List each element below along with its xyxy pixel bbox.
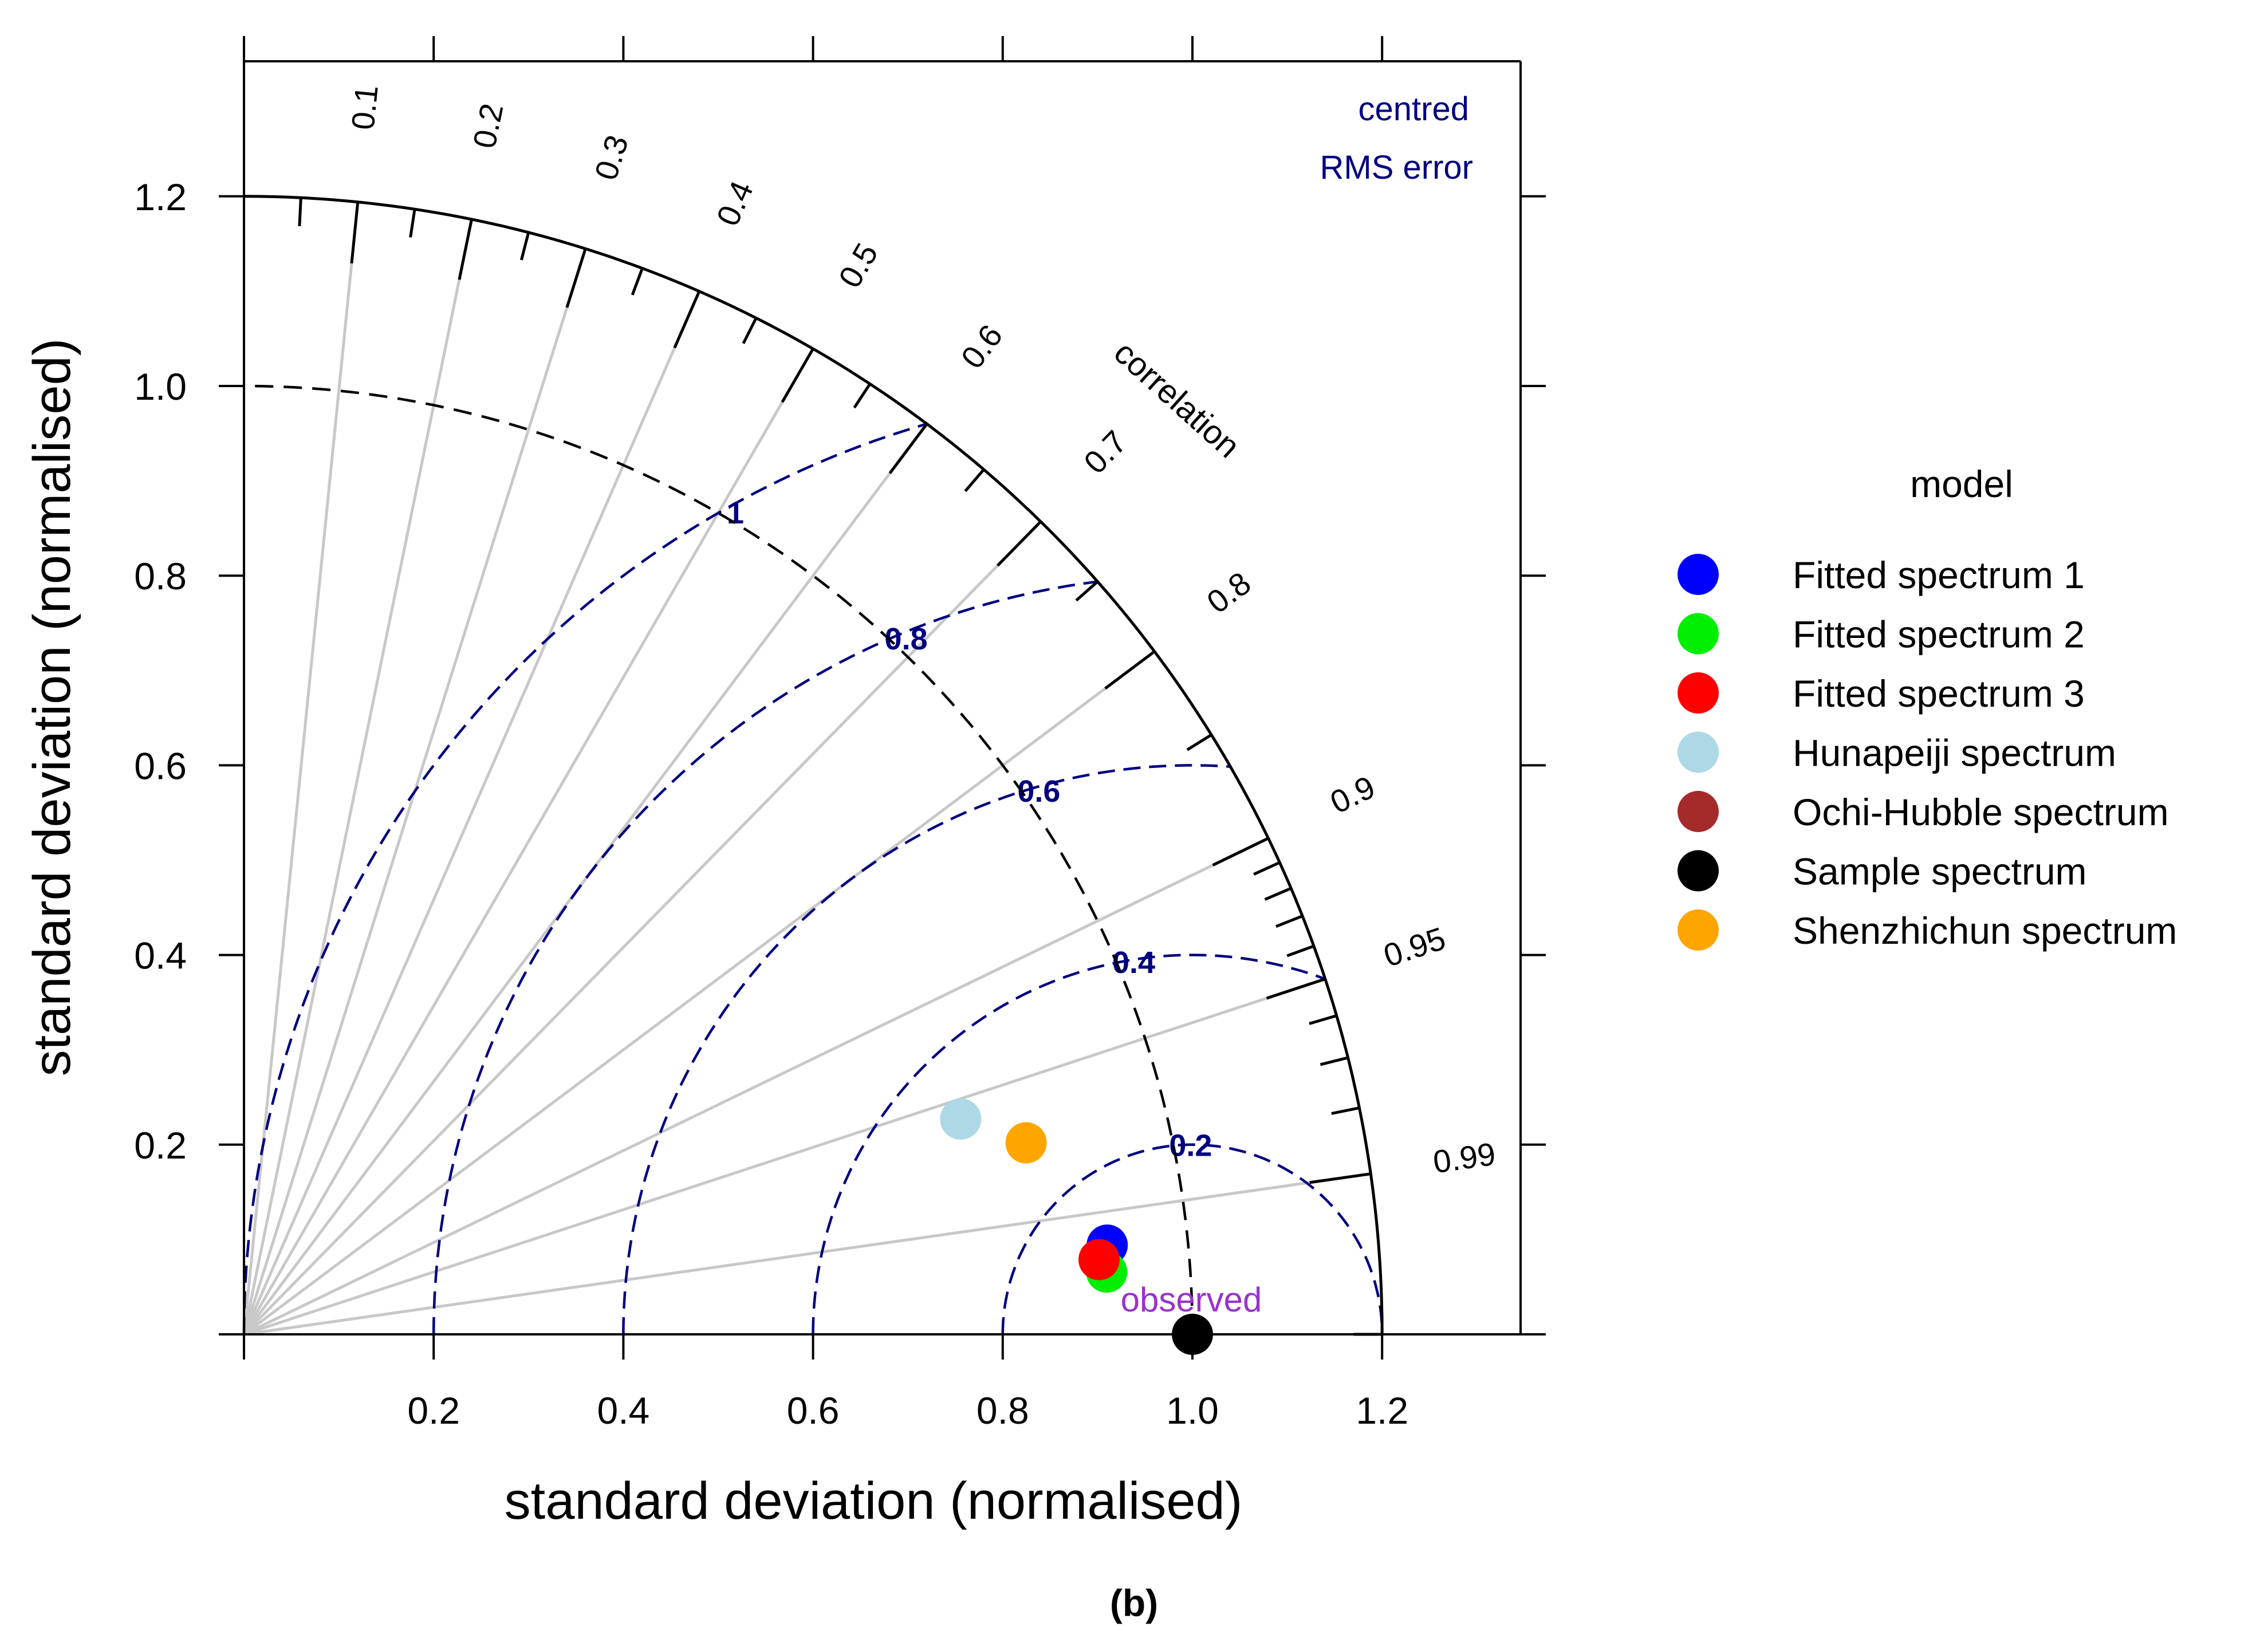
rms-label-line2: RMS error <box>1320 149 1473 186</box>
correlation-tick <box>996 521 1042 567</box>
correlation-tick <box>742 317 758 344</box>
y-tick-label: 0.4 <box>134 935 187 977</box>
model-point <box>1078 1239 1120 1281</box>
correlation-tick <box>888 423 928 474</box>
legend-title: model <box>1910 463 2013 505</box>
x-tick-label: 1.2 <box>1356 1389 1408 1432</box>
x-axis-label: standard deviation (normalised) <box>505 1472 1243 1530</box>
model-point <box>1172 1314 1213 1355</box>
correlation-tick <box>1309 1014 1337 1025</box>
rms-contour-label: 0.4 <box>1112 945 1155 980</box>
legend-label: Fitted spectrum 3 <box>1793 672 2085 715</box>
legend-marker <box>1678 909 1719 951</box>
legend-marker <box>1678 554 1719 595</box>
outer-sd-arc-line <box>243 195 1384 1335</box>
correlation-gridline <box>242 423 928 1335</box>
observed-label: observed <box>1121 1281 1262 1319</box>
x-tick-label: 0.2 <box>407 1389 460 1432</box>
legend-label: Ochi-Hubble spectrum <box>1793 791 2169 833</box>
correlation-gridline <box>243 1172 1371 1336</box>
rms-contour-label: 1 <box>727 496 744 530</box>
x-tick-label: 0.4 <box>597 1389 650 1432</box>
rms-contour <box>242 423 927 1334</box>
correlation-tick <box>1104 650 1156 690</box>
correlation-tick <box>1266 978 1326 1000</box>
correlation-tick <box>350 202 360 264</box>
correlation-tick <box>853 383 872 409</box>
correlation-tick <box>1275 915 1304 928</box>
correlation-tick-label: 0.99 <box>1431 1136 1498 1180</box>
y-tick-label: 0.2 <box>134 1124 187 1167</box>
correlation-tick <box>565 248 587 308</box>
correlation-tick <box>1331 1106 1360 1115</box>
model-points <box>940 1098 1213 1355</box>
y-tick-label: 0.6 <box>134 744 187 787</box>
model-point <box>1005 1122 1047 1164</box>
correlation-tick <box>1309 1172 1371 1184</box>
reference-sd-arc-line <box>243 384 1194 1335</box>
rms-contour <box>432 580 1098 1334</box>
legend-label: Fitted spectrum 2 <box>1793 613 2085 656</box>
rms-label-line1: centred <box>1359 90 1469 128</box>
correlation-tick <box>1212 837 1269 866</box>
correlation-tick <box>631 267 644 296</box>
correlation-tick <box>964 468 985 493</box>
correlation-tick <box>673 290 701 349</box>
y-tick-label: 1.2 <box>134 176 187 218</box>
correlation-tick-label: 0.1 <box>344 84 384 132</box>
correlation-tick-label: 0.2 <box>466 100 510 151</box>
legend-marker <box>1678 791 1719 832</box>
x-tick-label: 1.0 <box>1166 1389 1219 1432</box>
correlation-tick <box>1264 887 1292 901</box>
legend-label: Sample spectrum <box>1793 850 2087 893</box>
correlation-tick <box>1253 861 1281 876</box>
legend-label: Hunapeiji spectrum <box>1793 732 2116 774</box>
correlation-tick <box>1075 580 1099 602</box>
correlation-tick <box>1186 734 1212 751</box>
correlation-tick <box>409 208 416 238</box>
y-tick-label: 1.0 <box>134 365 187 408</box>
correlation-tick <box>781 348 814 403</box>
correlation-tick <box>298 198 302 227</box>
model-point <box>940 1098 982 1140</box>
figure-caption: (b) <box>1110 1582 1158 1624</box>
legend-label: Shenzhichun spectrum <box>1793 909 2177 952</box>
axis-ticks: 0.2 0.4 0.6 0.8 1.0 1.2 0.2 0.4 0.6 0.8 1.0 1.2 <box>134 36 1546 1432</box>
correlation-tick <box>458 219 473 280</box>
correlation-tick <box>1286 944 1314 958</box>
legend: model Fitted spectrum 1 Fitted spectrum 2… <box>1678 463 2177 952</box>
legend-marker <box>1678 613 1719 655</box>
reference-sd-arc <box>243 384 1194 1335</box>
rms-contour <box>1001 1143 1384 1334</box>
correlation-tick <box>1320 1056 1349 1066</box>
rms-contours: 0.20.40.60.81 <box>242 423 1384 1334</box>
correlation-tick <box>519 232 530 261</box>
legend-label: Fitted spectrum 1 <box>1793 554 2085 596</box>
rms-contour-label: 0.6 <box>1017 774 1060 809</box>
legend-marker <box>1678 850 1719 892</box>
x-tick-label: 0.6 <box>787 1389 840 1432</box>
y-tick-label: 0.8 <box>134 555 187 597</box>
plot-frame <box>243 60 1522 1335</box>
correlation-gridline <box>243 837 1269 1336</box>
rms-contour <box>812 954 1326 1334</box>
x-tick-label: 0.8 <box>976 1389 1029 1432</box>
rms-contour-label: 0.8 <box>885 622 928 656</box>
rms-contour <box>622 764 1231 1334</box>
legend-marker <box>1678 672 1719 714</box>
y-axis-label: standard deviation (normalised) <box>23 338 81 1077</box>
legend-marker <box>1678 731 1719 773</box>
